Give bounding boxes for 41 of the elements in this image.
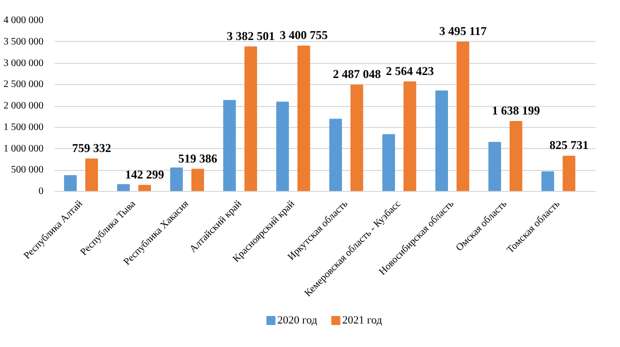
bar [562,156,576,192]
bar [138,184,151,192]
data-label: 825 731 [549,138,588,152]
bar [382,134,395,192]
y-tick-label: 4 000 000 [4,15,44,26]
y-tick-label: 1 500 000 [4,122,44,133]
y-tick-label: 1 000 000 [4,143,44,154]
legend-label: 2021 год [342,314,382,326]
bar [435,90,448,192]
bar [541,171,554,192]
bar [170,167,183,192]
y-tick-label: 500 000 [11,164,44,176]
bar [297,46,310,192]
data-label: 3 382 501 [226,28,275,43]
data-label: 759 332 [72,141,112,156]
legend-label: 2020 год [277,314,318,326]
data-label: 142 299 [125,167,164,182]
y-tick-label: 2 500 000 [4,79,44,90]
bar [456,42,470,192]
bar [488,142,502,192]
data-label: 2 487 048 [332,67,381,82]
bar [191,168,204,192]
bar [117,184,130,192]
y-tick-label: 3 500 000 [4,36,44,48]
bar [85,158,98,192]
data-label: 519 386 [178,151,218,166]
bar [510,120,522,192]
bar [244,46,258,192]
bar [404,81,416,192]
data-label: 3 400 755 [280,28,328,42]
data-label: 2 564 423 [386,64,434,78]
bar [329,118,342,192]
data-label: 3 495 117 [439,24,487,38]
data-label: 1 638 199 [492,103,540,118]
y-tick-label: 0 [38,186,44,197]
bar [276,102,289,192]
y-tick-label: 3 000 000 [4,58,44,69]
y-tick-label: 2 000 000 [4,100,44,112]
bar [64,175,77,192]
bar [350,84,364,192]
bar [223,100,236,192]
